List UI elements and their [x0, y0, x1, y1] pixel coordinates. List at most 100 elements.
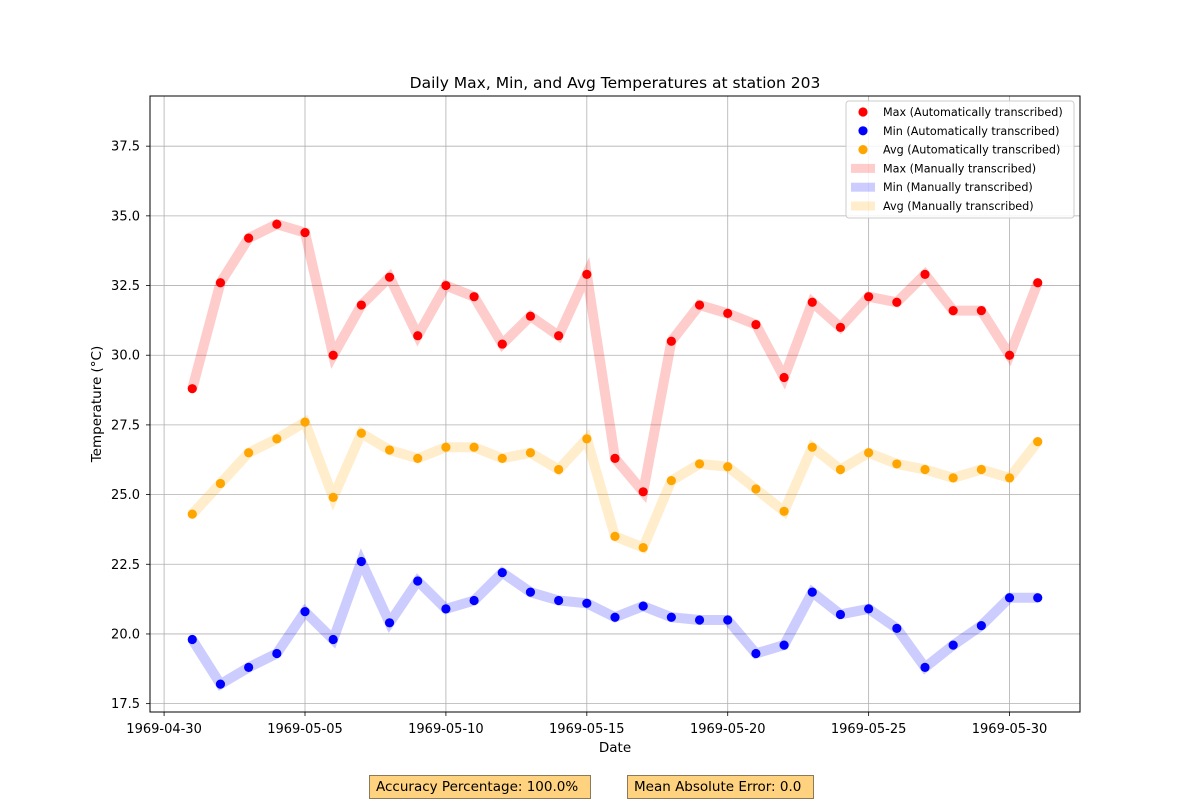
- y-axis-label: Temperature (°C): [89, 346, 105, 464]
- legend-label: Min (Automatically transcribed): [883, 125, 1059, 138]
- legend-label: Avg (Automatically transcribed): [883, 144, 1060, 157]
- series-2-point: [892, 459, 902, 469]
- series-0-point: [328, 350, 338, 360]
- legend-marker: [858, 126, 868, 136]
- series-1-point: [1004, 593, 1015, 603]
- series-2-point: [356, 428, 366, 438]
- series-1-point: [384, 618, 395, 628]
- legend: Max (Automatically transcribed) Min (Auto…: [845, 100, 1075, 219]
- series-1-point: [497, 568, 507, 578]
- series-1-point: [751, 648, 761, 659]
- y-tick-label: 37.5: [111, 140, 140, 155]
- series-0-point: [892, 297, 902, 307]
- legend-label: Max (Manually transcribed): [883, 162, 1036, 175]
- y-tick-label: 32.5: [111, 279, 140, 294]
- legend-frame: [845, 100, 1075, 219]
- grid: [150, 96, 1080, 712]
- series-1-point: [638, 601, 648, 611]
- y-tick-label: 35.0: [111, 209, 140, 224]
- series-2-point: [976, 464, 986, 475]
- series-0-point: [666, 336, 676, 346]
- series-0-point: [244, 233, 254, 243]
- series-2-point: [666, 476, 676, 486]
- auto-points: [187, 219, 1043, 689]
- x-tick-label: 1969-05-20: [690, 722, 766, 737]
- series-2-point: [525, 448, 536, 458]
- x-tick-label: 1969-05-30: [972, 722, 1048, 737]
- x-tick-label: 1969-04-30: [126, 722, 202, 737]
- series-0-point: [384, 272, 395, 282]
- series-0-point: [300, 227, 310, 238]
- series-1-point: [328, 634, 338, 645]
- series-1-point: [835, 609, 846, 620]
- series-1-point: [272, 648, 282, 659]
- series-0-point: [554, 331, 564, 341]
- series-0-point: [272, 219, 282, 229]
- y-tick-label: 22.5: [111, 558, 140, 573]
- series-0-point: [413, 331, 423, 341]
- series-2-point: [413, 453, 423, 463]
- series-1-point: [356, 556, 366, 567]
- series-2-point: [920, 464, 930, 475]
- series-2-point: [807, 442, 817, 452]
- series-1-point: [920, 662, 930, 673]
- series-2-point: [779, 506, 789, 516]
- x-tick-label: 1969-05-10: [408, 722, 484, 737]
- legend-label: Max (Automatically transcribed): [883, 106, 1063, 119]
- series-2-point: [384, 445, 395, 455]
- series-0-point: [441, 280, 451, 291]
- y-tick-label: 30.0: [111, 349, 140, 364]
- series-0-point: [920, 269, 930, 279]
- mae-badge: Mean Absolute Error: 0.0: [627, 775, 814, 799]
- series-0-point: [694, 300, 705, 310]
- series-1-point: [892, 623, 902, 633]
- series-0-point: [356, 300, 366, 310]
- series-0-point: [610, 453, 620, 463]
- y-tick-label: 20.0: [111, 627, 140, 642]
- series-2-point: [441, 442, 451, 452]
- series-1-point: [694, 615, 705, 625]
- series-2-point: [864, 448, 874, 458]
- series-1-point: [244, 662, 254, 673]
- series-2-point: [328, 492, 338, 502]
- series-2-point: [469, 442, 479, 452]
- series-2-point: [751, 484, 761, 494]
- legend-label: Avg (Manually transcribed): [883, 200, 1034, 213]
- series-2-point: [835, 464, 846, 475]
- series-1-point: [215, 679, 226, 689]
- series-1-point: [807, 587, 817, 597]
- series-2-point: [1004, 473, 1015, 483]
- series-2-point: [244, 448, 254, 458]
- series-2-point: [582, 434, 592, 444]
- series-2-point: [300, 417, 310, 427]
- series-2-point: [694, 459, 705, 469]
- y-axis-ticks: 17.5 20.0 22.5 25.0 27.5 30.0 32.5 35.0 37.5: [111, 140, 150, 712]
- series-0-point: [525, 311, 536, 321]
- x-axis-label: Date: [599, 740, 631, 756]
- series-0-point: [1033, 278, 1043, 288]
- x-tick-label: 1969-05-15: [549, 722, 625, 737]
- series-2-point: [610, 531, 620, 541]
- series-0-point: [469, 292, 479, 302]
- accuracy-badge: Accuracy Percentage: 100.0%: [369, 775, 591, 799]
- series-2-point: [497, 453, 507, 463]
- series-1-point: [723, 615, 733, 625]
- series-1-point: [413, 576, 423, 586]
- series-0-point: [497, 339, 507, 349]
- legend-label: Min (Manually transcribed): [883, 181, 1033, 194]
- series-0-point: [948, 306, 958, 316]
- plot-frame: [149, 95, 1081, 713]
- series-0-point: [638, 487, 648, 497]
- series-1-point: [469, 595, 479, 606]
- chart-title: Daily Max, Min, and Avg Temperatures at …: [410, 74, 821, 92]
- series-1-point: [525, 587, 536, 597]
- series-2-point: [215, 478, 226, 489]
- series-2-point: [723, 462, 733, 472]
- series-2-point: [187, 509, 197, 519]
- series-0-point: [582, 269, 592, 279]
- y-tick-label: 17.5: [111, 697, 140, 712]
- series-2-point: [638, 542, 648, 553]
- series-0-point: [751, 319, 761, 330]
- series-1-point: [976, 620, 986, 631]
